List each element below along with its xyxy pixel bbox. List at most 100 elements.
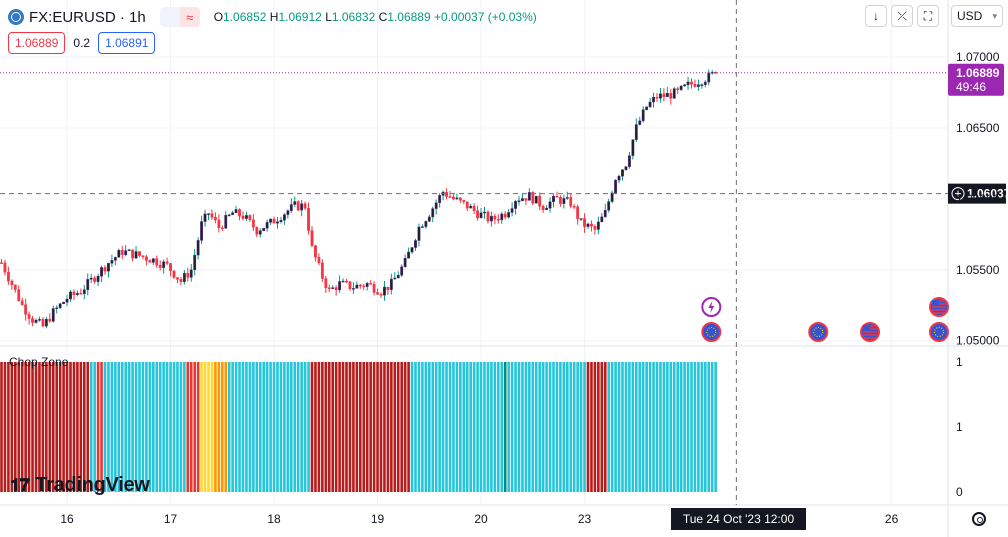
candle (469, 205, 473, 209)
chop-zone-bar (165, 362, 169, 492)
candle (462, 199, 466, 202)
gear-icon[interactable] (972, 512, 986, 526)
candle (393, 277, 397, 280)
candle (69, 291, 72, 300)
chop-zone-label[interactable]: Chop Zone (9, 355, 69, 369)
tradingview-logo[interactable]: 𝟏𝟕 TradingView (10, 474, 150, 496)
sell-price-button[interactable]: 1.06889 (8, 32, 66, 54)
candle (448, 196, 452, 198)
candle (272, 218, 276, 224)
candle (465, 201, 469, 209)
candle (265, 222, 269, 229)
chop-zone-bar (659, 362, 662, 492)
candle (134, 251, 138, 259)
chop-zone-bar (614, 362, 617, 492)
chop-zone-bar (120, 362, 124, 492)
x-tick-label: 20 (474, 512, 488, 526)
candle (707, 72, 711, 83)
chop-zone-bar (576, 362, 579, 492)
currency-select[interactable]: USD ▾ (951, 5, 1003, 27)
candle (120, 250, 124, 256)
chop-zone-bar (583, 362, 586, 492)
candle (621, 169, 624, 177)
candle (65, 298, 69, 303)
buy-price-button[interactable]: 1.06891 (98, 32, 156, 54)
chop-zone-bar (227, 362, 231, 492)
chop-zone-bar (507, 362, 510, 492)
candle (103, 267, 107, 272)
chop-zone-bar (103, 362, 107, 492)
candle (559, 197, 562, 204)
close-value: 1.06889 (387, 10, 431, 24)
chop-zone-bar (514, 362, 517, 492)
candle (514, 201, 517, 209)
candle (96, 275, 100, 282)
chop-zone-bar (497, 362, 500, 492)
chop-zone-bar (631, 362, 635, 492)
candle (479, 212, 483, 219)
chop-zone-bar (707, 362, 711, 492)
candle (631, 139, 635, 156)
candle (596, 221, 600, 230)
chop-zone-bar (162, 362, 165, 492)
chop-zone-bar (7, 362, 10, 492)
candle (58, 303, 62, 309)
chop-zone-bar (424, 362, 428, 492)
candle (262, 228, 266, 231)
candle (369, 283, 373, 285)
chop-zone-bar (252, 362, 255, 492)
chop-zone-bar (607, 362, 610, 492)
eu-flag-icon (701, 322, 722, 342)
chop-y-tick-label: 1 (956, 355, 963, 369)
chop-zone-bar (189, 362, 193, 492)
candle (151, 258, 155, 263)
fullscreen-icon[interactable]: ⛶ (917, 5, 939, 27)
chop-zone-bar (310, 362, 314, 492)
candle (659, 93, 662, 99)
chop-zone-bar (428, 362, 431, 492)
candle (458, 197, 462, 201)
candle (703, 81, 707, 85)
candle (13, 284, 17, 290)
candle (410, 247, 414, 253)
crosshair-time-label: Tue 24 Oct '23 12:00 (671, 508, 806, 530)
candle (276, 221, 279, 224)
symbol-title[interactable]: FX:EURUSD · 1h (29, 8, 146, 26)
candle (248, 215, 252, 220)
chop-zone-bar (396, 362, 400, 492)
candle (72, 291, 76, 295)
candle (327, 287, 331, 289)
candle (676, 88, 680, 90)
chop-zone-bar (407, 362, 410, 492)
chop-zone-bar (531, 362, 535, 492)
chop-zone-bar (510, 362, 514, 492)
candle (472, 205, 476, 211)
candle (220, 227, 224, 230)
y-tick-label: 1.07000 (956, 50, 1000, 64)
chop-zone-bar (283, 362, 286, 492)
chop-zone-bar (86, 362, 90, 492)
chop-zone-bar (710, 362, 714, 492)
candle (579, 218, 583, 220)
candle (562, 198, 566, 204)
candle (686, 81, 690, 85)
candle (524, 198, 528, 201)
chop-zone-bar (610, 362, 614, 492)
chevron-down-icon: ▾ (992, 10, 997, 21)
candle (217, 219, 221, 229)
chop-zone-bar (690, 362, 693, 492)
candle (590, 223, 593, 227)
candle (617, 175, 621, 181)
chop-zone-bar (238, 362, 241, 492)
chop-zone-bar (321, 362, 324, 492)
x-tick-label: 16 (60, 512, 74, 526)
candle (138, 251, 141, 256)
chop-zone-bar (414, 362, 417, 492)
candle (624, 166, 628, 170)
candle (127, 249, 131, 251)
candle (82, 289, 86, 294)
arrow-down-icon[interactable]: ↓ (865, 5, 887, 27)
candle (331, 287, 335, 289)
collapse-icon[interactable]: ⤫ (891, 5, 913, 27)
